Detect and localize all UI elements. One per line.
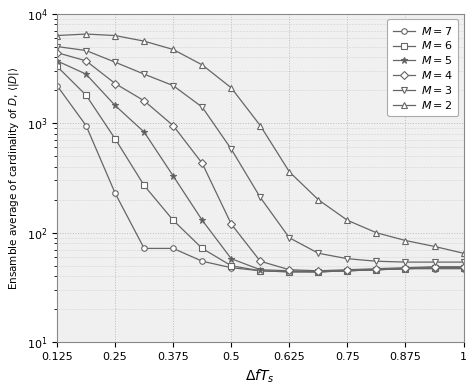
Line: $M = 2$: $M = 2$ xyxy=(54,31,467,257)
$M = 4$ xyxy=(402,265,408,270)
$M = 5$ xyxy=(374,267,379,272)
$M = 3$ xyxy=(402,260,408,265)
$M = 3$ xyxy=(54,44,60,49)
$M = 3$ xyxy=(286,236,292,240)
$M = 5$ xyxy=(461,265,466,270)
$M = 6$ xyxy=(200,246,205,251)
Line: $M = 5$: $M = 5$ xyxy=(54,57,467,275)
$M = 4$ xyxy=(200,161,205,166)
$M = 3$ xyxy=(432,260,438,265)
$M = 7$ xyxy=(83,123,89,128)
$M = 2$ xyxy=(374,230,379,235)
$M = 7$ xyxy=(141,246,147,251)
$M = 6$ xyxy=(432,265,438,270)
$M = 7$ xyxy=(228,265,234,270)
$M = 2$ xyxy=(141,39,147,44)
$M = 4$ xyxy=(141,98,147,103)
$M = 7$ xyxy=(170,246,176,251)
Line: $M = 6$: $M = 6$ xyxy=(54,64,466,275)
Line: $M = 3$: $M = 3$ xyxy=(54,43,467,265)
$M = 2$ xyxy=(316,198,321,202)
$M = 6$ xyxy=(170,218,176,223)
X-axis label: $\Delta f T_s$: $\Delta f T_s$ xyxy=(246,368,275,385)
$M = 6$ xyxy=(461,265,466,270)
$M = 3$ xyxy=(170,83,176,88)
$M = 4$ xyxy=(316,269,321,273)
$M = 5$ xyxy=(141,130,147,134)
$M = 5$ xyxy=(402,266,408,271)
$M = 6$ xyxy=(112,136,118,141)
$M = 4$ xyxy=(374,266,379,271)
$M = 2$ xyxy=(170,47,176,52)
$M = 6$ xyxy=(141,183,147,188)
$M = 5$ xyxy=(200,218,205,223)
$M = 6$ xyxy=(345,269,350,273)
$M = 5$ xyxy=(83,72,89,76)
$M = 5$ xyxy=(228,256,234,261)
$M = 7$ xyxy=(257,269,263,273)
$M = 6$ xyxy=(286,269,292,274)
$M = 4$ xyxy=(83,58,89,63)
$M = 6$ xyxy=(83,93,89,98)
$M = 3$ xyxy=(316,251,321,256)
Y-axis label: Ensamble average of cardinality of $D$, $\langle|D|\rangle$: Ensamble average of cardinality of $D$, … xyxy=(7,66,21,290)
$M = 5$ xyxy=(170,174,176,178)
$M = 5$ xyxy=(432,265,438,270)
Line: $M = 7$: $M = 7$ xyxy=(54,83,466,275)
$M = 7$ xyxy=(345,269,350,273)
$M = 3$ xyxy=(112,60,118,65)
$M = 6$ xyxy=(316,269,321,274)
$M = 4$ xyxy=(345,267,350,272)
$M = 2$ xyxy=(461,251,466,256)
$M = 2$ xyxy=(402,238,408,243)
$M = 3$ xyxy=(141,72,147,76)
$M = 5$ xyxy=(345,269,350,273)
$M = 4$ xyxy=(170,123,176,128)
$M = 4$ xyxy=(112,81,118,86)
$M = 7$ xyxy=(112,191,118,196)
$M = 4$ xyxy=(257,259,263,263)
$M = 5$ xyxy=(257,267,263,272)
$M = 2$ xyxy=(345,218,350,223)
$M = 6$ xyxy=(54,64,60,69)
$M = 4$ xyxy=(461,264,466,269)
$M = 6$ xyxy=(228,263,234,268)
$M = 7$ xyxy=(461,266,466,271)
$M = 2$ xyxy=(54,33,60,38)
$M = 7$ xyxy=(374,267,379,272)
$M = 7$ xyxy=(54,83,60,88)
$M = 6$ xyxy=(374,267,379,272)
$M = 5$ xyxy=(316,269,321,274)
$M = 2$ xyxy=(200,63,205,67)
$M = 3$ xyxy=(374,259,379,263)
$M = 2$ xyxy=(112,33,118,38)
Legend: $M = 7$, $M = 6$, $M = 5$, $M = 4$, $M = 3$, $M = 2$: $M = 7$, $M = 6$, $M = 5$, $M = 4$, $M =… xyxy=(387,19,458,116)
$M = 3$ xyxy=(461,260,466,265)
$M = 5$ xyxy=(286,269,292,273)
$M = 4$ xyxy=(228,222,234,227)
$M = 2$ xyxy=(257,123,263,128)
$M = 7$ xyxy=(286,269,292,274)
$M = 4$ xyxy=(54,50,60,55)
$M = 3$ xyxy=(200,105,205,109)
$M = 2$ xyxy=(286,169,292,174)
$M = 6$ xyxy=(402,266,408,271)
$M = 4$ xyxy=(286,267,292,272)
$M = 3$ xyxy=(345,256,350,261)
$M = 2$ xyxy=(228,85,234,90)
$M = 3$ xyxy=(257,195,263,200)
$M = 3$ xyxy=(228,147,234,151)
$M = 4$ xyxy=(432,264,438,269)
$M = 7$ xyxy=(200,259,205,263)
$M = 7$ xyxy=(402,266,408,271)
$M = 2$ xyxy=(83,32,89,36)
$M = 7$ xyxy=(316,269,321,274)
$M = 5$ xyxy=(112,103,118,108)
$M = 2$ xyxy=(432,244,438,249)
$M = 6$ xyxy=(257,269,263,273)
$M = 7$ xyxy=(432,266,438,271)
$M = 3$ xyxy=(83,48,89,53)
Line: $M = 4$: $M = 4$ xyxy=(54,50,466,274)
$M = 5$ xyxy=(54,58,60,63)
